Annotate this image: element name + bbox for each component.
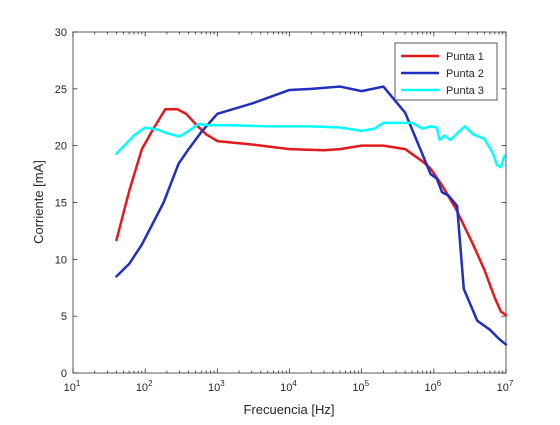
legend-entry-punta-1: Punta 1	[401, 51, 484, 63]
x-tick-label-exponent: 1	[76, 379, 81, 388]
series-line-punta-2	[115, 85, 508, 346]
legend-entry-punta-3: Punta 3	[401, 85, 484, 97]
y-tick-label: 20	[55, 141, 67, 153]
legend: Punta 1 Punta 2 Punta 3	[394, 42, 498, 101]
x-tick-label-exponent: 3	[220, 379, 225, 388]
legend-label-punta-3: Punta 3	[446, 85, 484, 97]
y-tick-label: 25	[55, 84, 67, 96]
x-tick-label-exponent: 7	[509, 379, 514, 388]
series-lines	[115, 85, 508, 346]
y-tick-label: 15	[55, 198, 67, 210]
x-tick-label-base: 10	[280, 382, 292, 394]
x-tick-label-exponent: 6	[437, 379, 442, 388]
y-tick-label: 10	[55, 254, 67, 266]
series-line-punta-3	[115, 121, 506, 169]
x-tick-label-exponent: 2	[148, 379, 153, 388]
x-tick-label-exponent: 4	[292, 379, 297, 388]
legend-label-punta-2: Punta 2	[446, 68, 484, 80]
x-tick-label-base: 10	[497, 382, 509, 394]
y-axis-label: Corriente [mA]	[31, 160, 46, 244]
y-tick-label: 5	[61, 311, 67, 323]
x-tick-label: 102	[136, 379, 153, 394]
x-tick-label-base: 10	[136, 382, 148, 394]
x-tick-label: 106	[424, 379, 441, 394]
x-tick-label-exponent: 5	[365, 379, 370, 388]
x-tick-labels: 101 102 103 104 105 106 107	[64, 379, 514, 394]
x-tick-label-base: 10	[424, 382, 436, 394]
x-tick-label: 107	[497, 379, 514, 394]
x-tick-label-base: 10	[208, 382, 220, 394]
x-tick-label: 104	[280, 379, 297, 394]
x-tick-label: 105	[352, 379, 369, 394]
x-tick-label-base: 10	[64, 382, 76, 394]
axis-ticks	[72, 31, 507, 374]
y-tick-labels: 0 5 10 15 20 25 30	[55, 27, 67, 380]
x-axis-label: Frecuencia [Hz]	[243, 402, 334, 417]
x-tick-label: 101	[64, 379, 81, 394]
y-tick-label: 0	[61, 368, 67, 380]
x-tick-label-base: 10	[352, 382, 364, 394]
legend-label-punta-1: Punta 1	[446, 51, 484, 63]
legend-entry-punta-2: Punta 2	[401, 68, 484, 80]
series-line-punta-1	[115, 108, 508, 317]
x-tick-label: 103	[208, 379, 225, 394]
y-tick-label: 30	[55, 27, 67, 39]
